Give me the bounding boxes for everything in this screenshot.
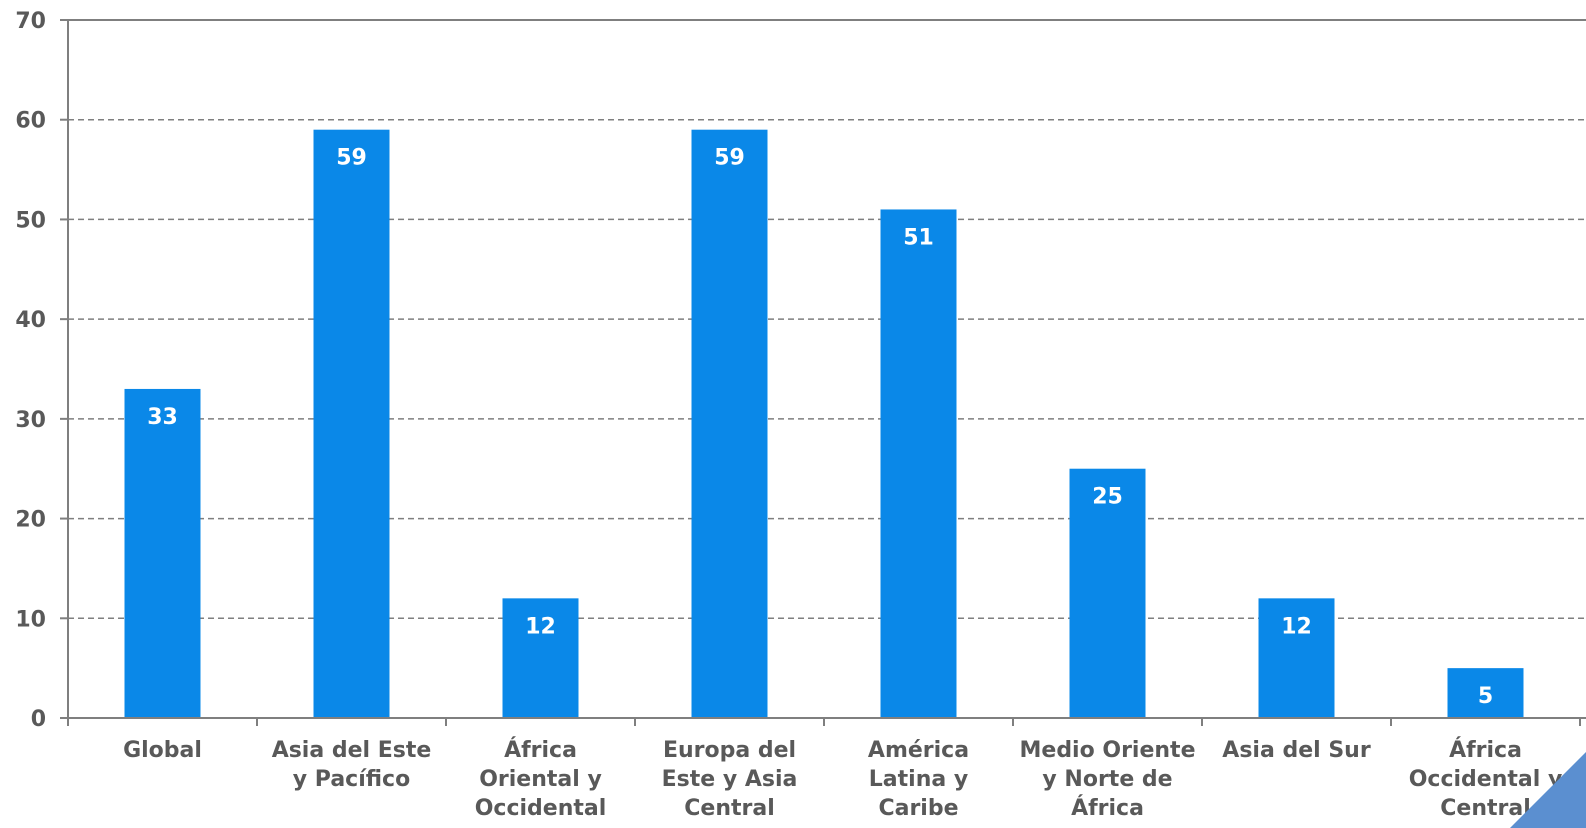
bar	[502, 598, 579, 718]
category-label: Asia del Sur	[1222, 738, 1371, 763]
x-axis-categories: Global Asia del Este y Pacífico África Orien…	[123, 737, 1562, 821]
y-tick-label: 40	[15, 308, 46, 333]
data-label: 51	[903, 225, 934, 250]
bar	[1258, 598, 1335, 718]
bar	[880, 209, 957, 718]
data-label: 25	[1092, 485, 1123, 510]
y-tick-label: 50	[15, 208, 46, 233]
bar	[691, 129, 768, 718]
data-label: 59	[714, 146, 745, 171]
data-label: 33	[147, 405, 178, 430]
bar	[1447, 668, 1524, 718]
bar	[313, 129, 390, 718]
category-label: Europa del Este y Asia Central	[662, 738, 798, 821]
y-tick-label: 60	[15, 109, 46, 134]
y-tick-label: 20	[15, 508, 46, 533]
category-label: América Latina y Caribe	[868, 738, 969, 821]
data-label: 59	[336, 146, 367, 171]
category-label: África Occidental y Central	[1409, 737, 1563, 821]
axes	[67, 20, 1586, 726]
bar	[124, 388, 201, 718]
grid-lines	[68, 19, 1586, 620]
category-label: Medio Oriente y Norte de África	[1020, 738, 1196, 821]
category-label: Global	[123, 738, 202, 763]
category-label: Asia del Este y Pacífico	[272, 738, 432, 792]
data-label: 5	[1478, 684, 1493, 709]
y-tick-label: 10	[15, 607, 46, 632]
y-tick-label: 30	[15, 408, 46, 433]
corner-decoration	[1510, 752, 1586, 828]
data-label: 12	[1281, 614, 1312, 639]
bar	[1069, 468, 1146, 718]
data-label: 12	[525, 614, 556, 639]
category-label: África Oriental y Occidental	[475, 737, 607, 821]
y-tick-label: 70	[15, 9, 46, 34]
bars	[124, 129, 1524, 718]
y-axis-ticks: 0 10 20 30 40 50 60 70	[15, 9, 68, 732]
y-tick-label: 0	[31, 707, 46, 732]
